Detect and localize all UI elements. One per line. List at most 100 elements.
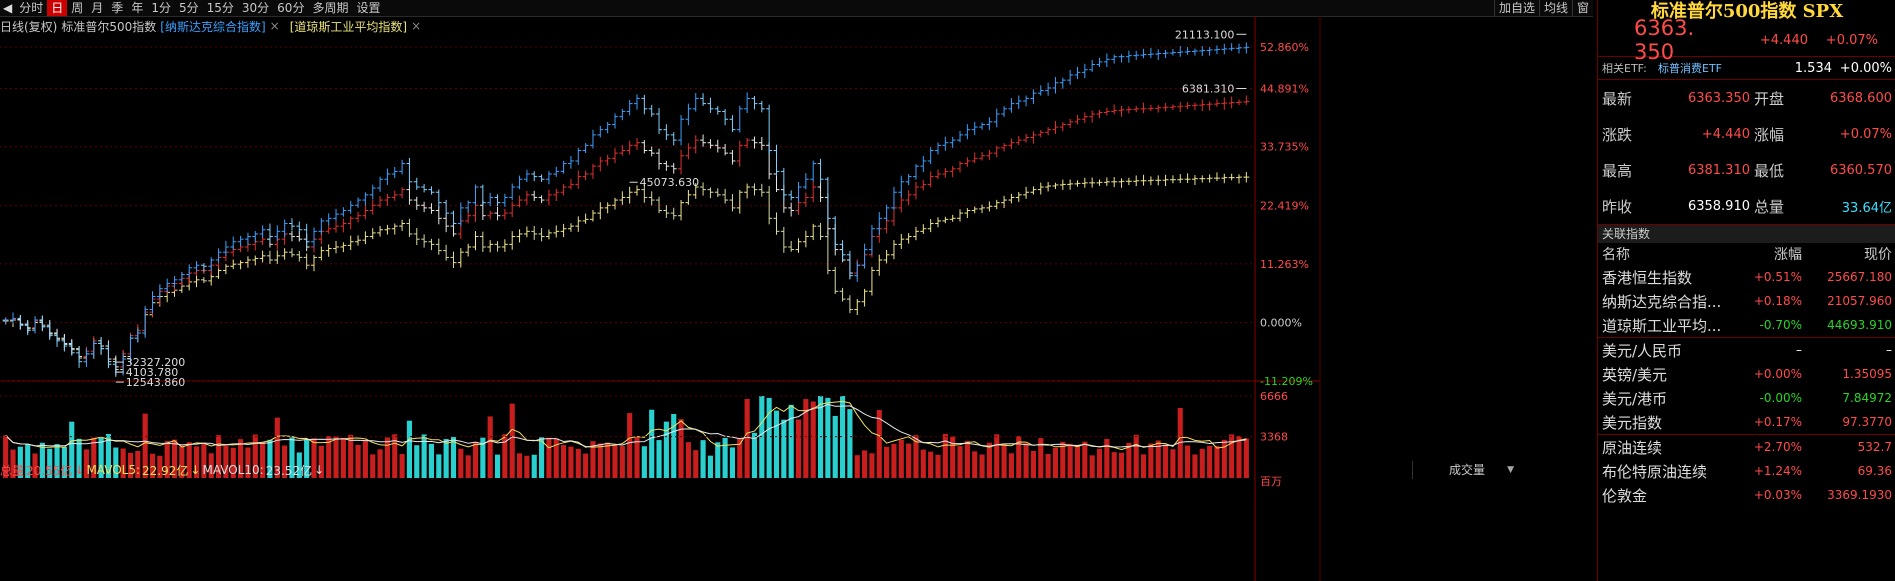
quote-value: 33.64亿	[1841, 200, 1892, 216]
period-tab[interactable]: 15分	[206, 1, 234, 15]
volume-bar	[553, 438, 559, 478]
volume-bar	[751, 432, 758, 478]
header-change: 涨幅	[1774, 247, 1802, 263]
related-price: 7.84972	[1842, 391, 1892, 405]
period-tab[interactable]: 季	[111, 1, 124, 15]
related-change: +0.17%	[1753, 415, 1802, 429]
related-index-row[interactable]: 美元/人民币 – –	[1598, 338, 1895, 362]
period-tab[interactable]: 周	[71, 1, 84, 15]
annotation-label: 6381.310	[1182, 82, 1235, 95]
volume-bar	[862, 450, 868, 478]
volume-bar	[406, 420, 413, 478]
related-change: -0.70%	[1759, 318, 1802, 332]
remove-nasdaq-icon[interactable]: ×	[269, 19, 280, 33]
volume-bar	[546, 437, 552, 478]
down-arrow-icon: ↓	[314, 463, 325, 477]
volume-bar	[935, 454, 941, 478]
header-name: 名称	[1602, 247, 1630, 263]
volume-bar	[443, 439, 449, 478]
period-tab[interactable]: 月	[91, 1, 104, 15]
volume-bar	[1089, 455, 1095, 478]
mavol10-line	[5, 403, 1247, 448]
quote-label: 最低	[1754, 161, 1785, 180]
related-price: 69.36	[1857, 464, 1892, 478]
period-tab[interactable]: 多周期	[312, 1, 349, 15]
related-index-row[interactable]: 原油连续 +2.70% 532.7	[1598, 435, 1895, 459]
volume-bar	[120, 448, 126, 478]
related-index-row[interactable]: 纳斯达克综合指... +0.18% 21057.960	[1598, 289, 1895, 313]
volume-total-value: 20.55亿	[26, 463, 73, 478]
volume-bar	[810, 401, 816, 478]
volume-bar	[1140, 454, 1147, 478]
related-index-row[interactable]: 伦敦金 +0.03% 3369.1930	[1598, 483, 1895, 507]
related-index-row[interactable]: 布伦特原油连续 +1.24% 69.36	[1598, 459, 1895, 483]
volume-bar	[1023, 443, 1029, 478]
etf-name[interactable]: 标普消费ETF	[1658, 62, 1722, 75]
volume-bar	[142, 413, 148, 478]
volume-bar	[230, 447, 236, 478]
volume-bar	[539, 437, 545, 478]
related-index-row[interactable]: 英镑/美元 +0.00% 1.35095	[1598, 362, 1895, 386]
volume-bar	[700, 440, 706, 478]
period-tab[interactable]: 设置	[356, 1, 381, 15]
related-index-row[interactable]: 美元/港币 -0.00% 7.84972	[1598, 386, 1895, 410]
quote-label: 最新	[1602, 89, 1633, 108]
price-change: +4.440	[1759, 32, 1808, 48]
related-index-row[interactable]: 道琼斯工业平均... -0.70% 44693.910	[1598, 313, 1895, 337]
volume-bar	[326, 436, 332, 478]
toolbar-button[interactable]: 均线	[1538, 0, 1572, 16]
volume-bar	[869, 453, 875, 478]
volume-bar	[113, 447, 119, 478]
period-tab[interactable]: 1分	[151, 1, 171, 15]
overlay-dow-label[interactable]: [道琼斯工业平均指数]	[289, 19, 408, 34]
period-tab[interactable]: 年	[131, 1, 144, 15]
period-tab[interactable]: 5分	[178, 1, 199, 15]
period-tab[interactable]: 60分	[277, 1, 305, 15]
related-index-row[interactable]: 香港恒生指数 +0.51% 25667.180	[1598, 265, 1895, 289]
toolbar-button[interactable]: 窗	[1571, 0, 1593, 16]
related-change: +0.18%	[1753, 294, 1802, 308]
volume-bar	[707, 455, 713, 478]
related-etf-row[interactable]: 相关ETF: 标普消费ETF 1.534 +0.00%	[1598, 56, 1895, 80]
volume-bar	[61, 447, 67, 478]
volume-bar	[1067, 443, 1073, 478]
volume-bar	[465, 455, 471, 478]
volume-bar	[663, 421, 669, 478]
remove-dow-icon[interactable]: ×	[411, 19, 422, 33]
volume-bar	[803, 399, 809, 478]
period-tab[interactable]: 分时	[19, 1, 44, 15]
volume-bar	[494, 454, 501, 478]
volume-bar	[825, 397, 831, 478]
volume-bar	[1118, 452, 1125, 478]
volume-tick-label: 百万	[1260, 475, 1282, 488]
related-price: 3369.1930	[1827, 488, 1892, 502]
price-chart[interactable]: 52.860% 44.891% 33.735% 22.419% 11.263% 0.000…	[0, 16, 1593, 581]
last-price: 6363. 350	[1634, 16, 1695, 64]
indicator-select[interactable]: 成交量 ▼	[1412, 461, 1520, 479]
down-arrow-icon: ↓	[74, 463, 85, 477]
price-row: 6363. 350 +4.440 +0.07%	[1598, 16, 1895, 64]
toolbar-button[interactable]: 加自选	[1493, 0, 1539, 16]
volume-bar	[583, 453, 589, 478]
quote-row: 涨跌 +4.440 涨幅 +0.07%	[1598, 116, 1895, 152]
volume-bar	[516, 453, 523, 478]
volume-bar	[47, 448, 53, 478]
volume-bar	[362, 440, 368, 478]
volume-bar	[193, 446, 200, 478]
quote-row: 最新 6363.350 开盘 6368.600	[1598, 80, 1895, 116]
volume-bar	[1163, 444, 1169, 478]
volume-legend: 总量 20.55亿 ↓ MAVOL5: 22.92亿 ↓ MAVOL10: 23…	[0, 461, 1520, 479]
related-name: 美元/人民币	[1602, 341, 1683, 360]
prev-arrow-icon[interactable]: ◀	[3, 1, 13, 15]
period-tab[interactable]: 日	[47, 0, 68, 16]
overlay-nasdaq-label[interactable]: [纳斯达克综合指数]	[160, 19, 266, 34]
volume-bar	[839, 396, 846, 478]
volume-bar	[1126, 442, 1132, 478]
period-tab[interactable]: 30分	[241, 1, 270, 15]
related-name: 香港恒生指数	[1602, 268, 1693, 287]
volume-bar	[289, 437, 295, 478]
related-index-row[interactable]: 美元指数 +0.17% 97.3770	[1598, 410, 1895, 434]
related-price: 97.3770	[1842, 415, 1892, 429]
volume-bar	[69, 421, 75, 478]
volume-bar	[215, 435, 222, 478]
